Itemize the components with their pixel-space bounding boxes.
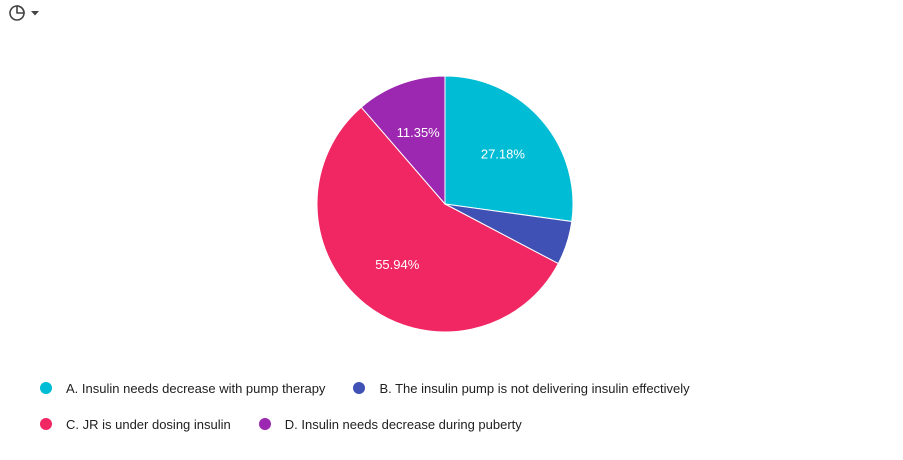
legend-label: B. The insulin pump is not delivering in… bbox=[379, 380, 690, 396]
chart-type-toggle[interactable] bbox=[8, 4, 40, 22]
legend-swatch bbox=[258, 418, 271, 430]
legend-row: A. Insulin needs decrease with pump ther… bbox=[40, 370, 880, 406]
legend-item-b[interactable]: B. The insulin pump is not delivering in… bbox=[353, 380, 690, 396]
legend-item-d[interactable]: D. Insulin needs decrease during puberty bbox=[258, 416, 522, 432]
pie-slice-a[interactable] bbox=[444, 75, 574, 223]
legend-swatch bbox=[40, 418, 52, 430]
legend-item-c[interactable]: C. JR is under dosing insulin bbox=[40, 417, 231, 432]
legend-item-a[interactable]: A. Insulin needs decrease with pump ther… bbox=[40, 381, 325, 396]
slice-label-c: 55.94% bbox=[375, 257, 420, 272]
caret-down-icon bbox=[31, 11, 39, 16]
legend-swatch bbox=[40, 382, 52, 394]
pie-slice-d[interactable] bbox=[360, 75, 446, 206]
slice-label-d: 11.35% bbox=[397, 125, 441, 140]
pie-slice-c[interactable] bbox=[316, 106, 559, 333]
slice-label-a: 27.18% bbox=[481, 147, 526, 162]
legend-label: D. Insulin needs decrease during puberty bbox=[284, 416, 522, 432]
legend-label: C. JR is under dosing insulin bbox=[66, 416, 231, 432]
pie-chart-icon bbox=[9, 5, 25, 21]
legend-row: C. JR is under dosing insulin D. Insulin … bbox=[40, 406, 880, 442]
legend-label: A. Insulin needs decrease with pump ther… bbox=[66, 380, 326, 396]
chart-legend: A. Insulin needs decrease with pump ther… bbox=[40, 370, 880, 442]
legend-swatch bbox=[353, 382, 366, 394]
